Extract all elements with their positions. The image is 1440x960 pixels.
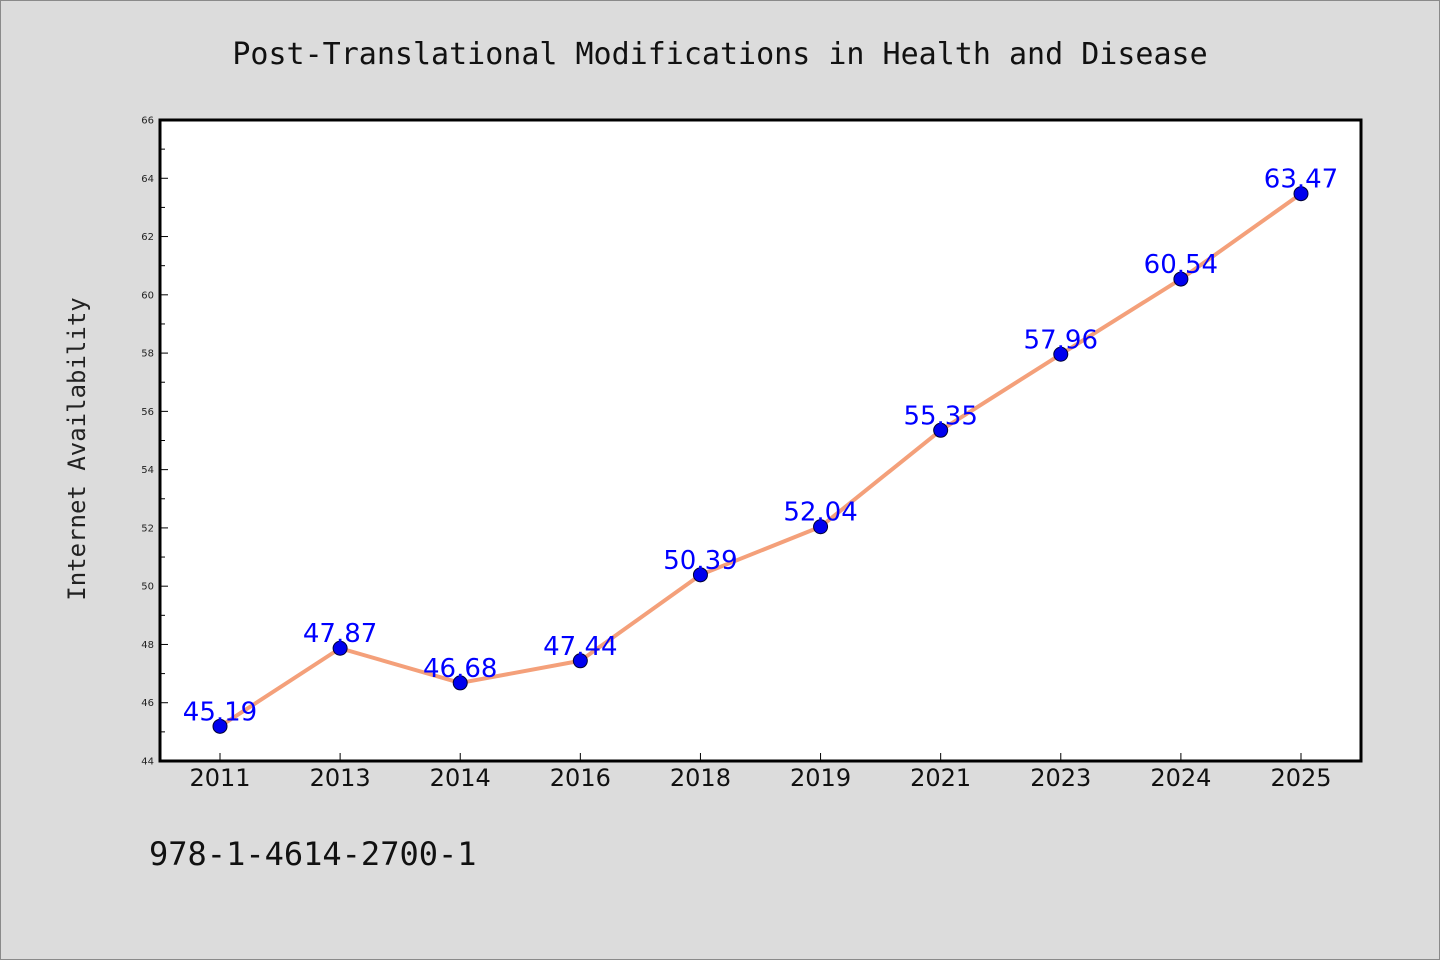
data-label: 57.96 xyxy=(1024,325,1098,355)
y-tick-label: 66 xyxy=(141,116,154,127)
data-label: 45.19 xyxy=(183,697,257,727)
x-tick-label: 2011 xyxy=(189,764,250,792)
y-tick-label: 58 xyxy=(141,349,154,360)
data-point-marker xyxy=(332,640,348,656)
chart-title: Post-Translational Modifications in Heal… xyxy=(232,37,1207,72)
y-axis-label: Internet Availability xyxy=(63,297,91,600)
x-tick-label: 2014 xyxy=(430,764,491,792)
x-tick-label: 2023 xyxy=(1030,764,1091,792)
data-label: 60.54 xyxy=(1144,250,1218,280)
y-tick-label: 54 xyxy=(141,465,154,476)
data-label: 55.35 xyxy=(903,401,977,431)
data-point-marker xyxy=(1173,271,1189,287)
data-label: 46.68 xyxy=(423,654,497,684)
data-label: 47.44 xyxy=(543,632,617,662)
data-point-marker xyxy=(933,422,949,438)
data-point-marker xyxy=(813,519,829,535)
y-tick-label: 62 xyxy=(141,232,154,243)
y-tick-label: 50 xyxy=(141,582,154,593)
data-point-marker xyxy=(572,653,588,669)
plot-area xyxy=(158,118,1363,763)
x-tick-label: 2021 xyxy=(910,764,971,792)
x-tick-label: 2016 xyxy=(550,764,611,792)
data-point-marker xyxy=(212,718,228,734)
data-label: 52.04 xyxy=(783,498,857,528)
data-point-marker xyxy=(1293,186,1309,202)
y-tick-label: 60 xyxy=(141,290,154,301)
data-point-marker xyxy=(692,567,708,583)
x-axis: 2011 2013 2014 2016 2018 2019 2021 2023 2024 2025 xyxy=(189,753,1332,792)
data-label: 63.47 xyxy=(1264,165,1338,195)
x-tick-label: 2013 xyxy=(310,764,371,792)
y-axis: 44 46 48 50 52 54 56 58 60 62 64 66 xyxy=(141,116,168,768)
y-tick-label: 56 xyxy=(141,407,154,418)
y-tick-label: 52 xyxy=(141,523,154,534)
x-tick-label: 2018 xyxy=(670,764,731,792)
data-label: 47.87 xyxy=(303,619,377,649)
data-point-marker xyxy=(452,675,468,691)
x-tick-label: 2019 xyxy=(790,764,851,792)
series-layer: 45.19 47.87 46.68 47.44 50.39 52.04 55.35 57.96… xyxy=(183,165,1338,734)
y-tick-label: 44 xyxy=(141,757,154,768)
series-line xyxy=(218,191,1303,729)
x-tick-label: 2024 xyxy=(1150,764,1211,792)
y-tick-label: 64 xyxy=(141,174,154,185)
isbn-footnote: 978-1-4614-2700-1 xyxy=(149,835,477,873)
data-point-marker xyxy=(1053,346,1069,362)
y-tick-label: 48 xyxy=(141,640,154,651)
y-tick-label: 46 xyxy=(141,698,154,709)
x-tick-label: 2025 xyxy=(1270,764,1331,792)
data-label: 50.39 xyxy=(663,546,737,576)
